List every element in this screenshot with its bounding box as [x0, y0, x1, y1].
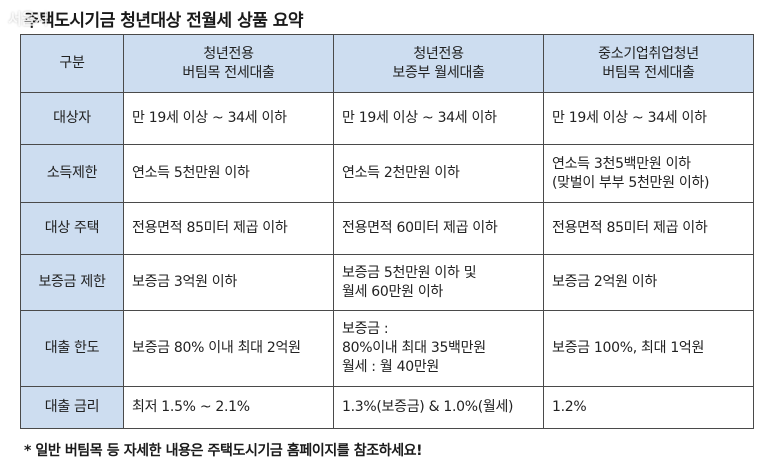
row-label: 대출 한도 — [20, 310, 124, 387]
header-row: 구분 청년전용 버팀목 전세대출 청년전용 보증부 월세대출 중소기업취업청년 … — [20, 34, 754, 93]
table-cell: 1.3%(보증금) & 1.0%(월세) — [333, 386, 544, 429]
table-row: 대상 주택 전용면적 85미터 제곱 이하 전용면적 60미터 제곱 이하 전용… — [20, 202, 754, 255]
table-cell: 1.2% — [543, 386, 754, 429]
row-label: 소득제한 — [20, 144, 124, 203]
row-label: 대출 금리 — [20, 386, 124, 429]
watermark-logo: 서울시 — [8, 10, 48, 28]
table-cell: 보증금 : 80%이내 최대 35백만원 월세 : 월 40만원 — [333, 310, 544, 387]
table-cell: 연소득 5천만원 이하 — [123, 144, 334, 203]
table-cell: 보증금 80% 이내 최대 2억원 — [123, 310, 334, 387]
table-cell: 전용면적 85미터 제곱 이하 — [123, 202, 334, 255]
row-label: 대상자 — [20, 92, 124, 145]
table-cell: 보증금 5천만원 이하 및 월세 60만원 이하 — [333, 254, 544, 311]
header-youth-wolse: 청년전용 보증부 월세대출 — [333, 34, 544, 93]
table-row: 소득제한 연소득 5천만원 이하 연소득 2천만원 이하 연소득 3천5백만원 … — [20, 144, 754, 203]
header-category: 구분 — [20, 34, 124, 93]
table-cell: 전용면적 85미터 제곱 이하 — [543, 202, 754, 255]
table-row: 대출 금리 최저 1.5% ~ 2.1% 1.3%(보증금) & 1.0%(월세… — [20, 386, 754, 429]
table-row: 대출 한도 보증금 80% 이내 최대 2억원 보증금 : 80%이내 최대 3… — [20, 310, 754, 387]
table-cell: 최저 1.5% ~ 2.1% — [123, 386, 334, 429]
row-label: 보증금 제한 — [20, 254, 124, 311]
table-cell: 만 19세 이상 ~ 34세 이하 — [543, 92, 754, 145]
footnote: * 일반 버팀목 등 자세한 내용은 주택도시기금 홈페이지를 참조하세요! — [24, 443, 423, 459]
table-row: 대상자 만 19세 이상 ~ 34세 이하 만 19세 이상 ~ 34세 이하 … — [20, 92, 754, 145]
table-cell: 전용면적 60미터 제곱 이하 — [333, 202, 544, 255]
table-cell: 연소득 2천만원 이하 — [333, 144, 544, 203]
table-cell: 만 19세 이상 ~ 34세 이하 — [333, 92, 544, 145]
table-cell: 만 19세 이상 ~ 34세 이하 — [123, 92, 334, 145]
table-cell: 보증금 2억원 이하 — [543, 254, 754, 311]
loan-summary-table: 구분 청년전용 버팀목 전세대출 청년전용 보증부 월세대출 중소기업취업청년 … — [20, 34, 754, 429]
table-cell: 연소득 3천5백만원 이하 (맞벌이 부부 5천만원 이하) — [543, 144, 754, 203]
table-cell: 보증금 100%, 최대 1억원 — [543, 310, 754, 387]
row-label: 대상 주택 — [20, 202, 124, 255]
table-cell: 보증금 3억원 이하 — [123, 254, 334, 311]
table-row: 보증금 제한 보증금 3억원 이하 보증금 5천만원 이하 및 월세 60만원 … — [20, 254, 754, 311]
page-title: 주택도시기금 청년대상 전월세 상품 요약 — [24, 11, 304, 31]
header-sme-youth-jeonse: 중소기업취업청년 버팀목 전세대출 — [543, 34, 754, 93]
header-youth-beotimmok-jeonse: 청년전용 버팀목 전세대출 — [123, 34, 334, 93]
